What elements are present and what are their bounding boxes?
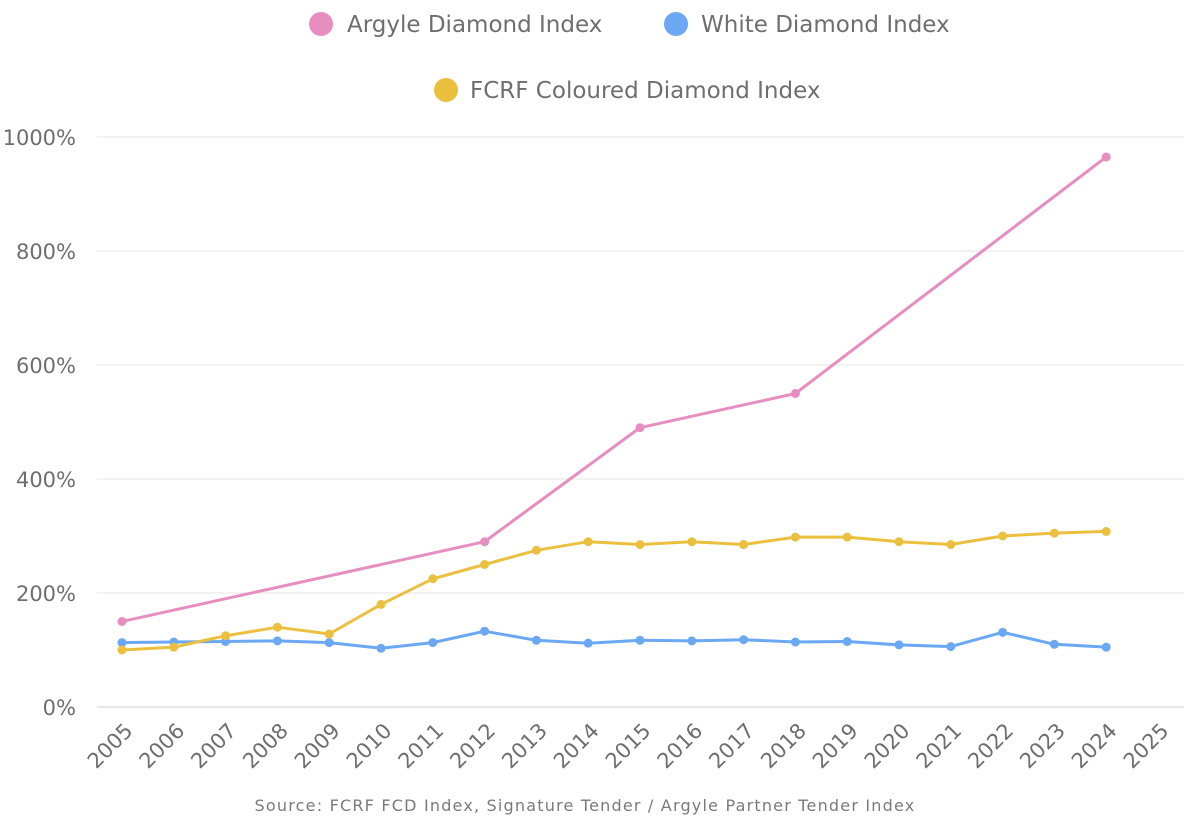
data-point[interactable] (790, 532, 800, 542)
series-line (121, 155, 1108, 623)
legend-item[interactable]: Argyle Diamond Index (309, 12, 602, 38)
data-point[interactable] (480, 560, 490, 569)
chart-legend: Argyle Diamond Index White Diamond Index F… (309, 12, 950, 104)
x-tick-label: 2010 (342, 719, 397, 774)
series-line (121, 629, 1107, 650)
data-point[interactable] (376, 599, 386, 609)
x-tick-label: 2025 (1119, 719, 1174, 774)
y-tick-label: 400% (16, 468, 76, 492)
x-tick-label: 2012 (445, 719, 500, 774)
data-point[interactable] (531, 635, 541, 645)
legend-item[interactable]: White Diamond Index (664, 12, 950, 38)
x-tick-label: 2019 (808, 719, 863, 774)
series-line (121, 529, 1107, 652)
chart-source-note: Source: FCRF FCD Index, Signature Tender… (255, 796, 916, 815)
x-tick-label: 2023 (1015, 719, 1070, 774)
x-tick-label: 2007 (186, 719, 241, 774)
data-point[interactable] (272, 622, 282, 632)
data-point[interactable] (687, 636, 697, 646)
series-white-diamond-index (117, 626, 1111, 653)
data-point[interactable] (842, 532, 852, 542)
x-tick-label: 2006 (135, 719, 190, 774)
data-point[interactable] (894, 537, 904, 547)
data-point[interactable] (480, 626, 490, 636)
data-point[interactable] (739, 540, 749, 550)
x-tick-label: 2015 (601, 719, 656, 774)
x-tick-label: 2024 (1067, 719, 1122, 774)
data-point[interactable] (583, 537, 593, 547)
legend-label: White Diamond Index (701, 12, 950, 38)
data-point[interactable] (790, 389, 800, 398)
data-point[interactable] (583, 638, 593, 648)
x-tick-label: 2020 (860, 719, 915, 774)
data-point[interactable] (946, 642, 956, 652)
chart-gridlines (97, 136, 1184, 594)
x-tick-label: 2022 (963, 719, 1018, 774)
legend-marker (309, 12, 333, 36)
data-point[interactable] (117, 617, 127, 626)
data-point[interactable] (842, 636, 852, 646)
data-point[interactable] (1101, 526, 1111, 536)
data-point[interactable] (324, 638, 334, 648)
legend-item[interactable]: FCRF Coloured Diamond Index (434, 78, 820, 104)
data-point[interactable] (480, 537, 490, 547)
x-tick-label: 2014 (549, 719, 604, 774)
x-tick-label: 2005 (83, 719, 138, 774)
x-tick-label: 2016 (653, 719, 708, 774)
data-point[interactable] (324, 629, 334, 639)
data-point[interactable] (998, 531, 1008, 541)
series-argyle-diamond-index (117, 152, 1111, 626)
data-point[interactable] (635, 540, 645, 550)
y-tick-label: 200% (16, 582, 76, 606)
legend-label: Argyle Diamond Index (347, 12, 602, 38)
x-tick-label: 2017 (704, 719, 759, 774)
x-tick-label: 2009 (290, 719, 345, 774)
x-tick-label: 2008 (238, 719, 293, 774)
x-tick-label: 2011 (394, 719, 449, 774)
data-point[interactable] (946, 540, 956, 550)
data-point[interactable] (272, 636, 282, 646)
data-point[interactable] (998, 627, 1008, 637)
data-point[interactable] (1049, 639, 1059, 649)
data-point[interactable] (894, 640, 904, 650)
legend-marker (434, 78, 458, 102)
y-axis: 0% 200% 400% 600% 800% 1000% (3, 126, 76, 720)
data-point[interactable] (1101, 152, 1111, 162)
y-tick-label: 0% (43, 696, 76, 720)
legend-label: FCRF Coloured Diamond Index (470, 78, 820, 104)
x-tick-label: 2013 (497, 719, 552, 774)
data-point[interactable] (117, 645, 127, 655)
data-point[interactable] (117, 638, 127, 648)
data-point[interactable] (635, 423, 645, 433)
data-point[interactable] (428, 574, 438, 584)
data-point[interactable] (790, 637, 800, 647)
x-tick-label: 2018 (756, 719, 811, 774)
data-point[interactable] (739, 635, 749, 645)
data-point[interactable] (376, 643, 386, 653)
data-point[interactable] (635, 635, 645, 645)
x-axis: 2005200620072008200920102011201220132014… (83, 706, 1184, 774)
y-tick-label: 600% (16, 354, 76, 378)
data-point[interactable] (687, 537, 697, 547)
y-tick-label: 1000% (3, 126, 76, 150)
data-point[interactable] (531, 545, 541, 555)
y-tick-label: 800% (16, 240, 76, 264)
data-point[interactable] (428, 638, 438, 648)
legend-marker (664, 12, 688, 36)
data-point[interactable] (169, 642, 179, 652)
data-point[interactable] (1101, 642, 1111, 652)
data-point[interactable] (221, 631, 231, 641)
data-point[interactable] (1049, 528, 1059, 538)
chart-series (117, 152, 1111, 655)
series-fcrf-coloured-diamond-index (117, 526, 1111, 655)
x-tick-label: 2021 (912, 719, 967, 774)
